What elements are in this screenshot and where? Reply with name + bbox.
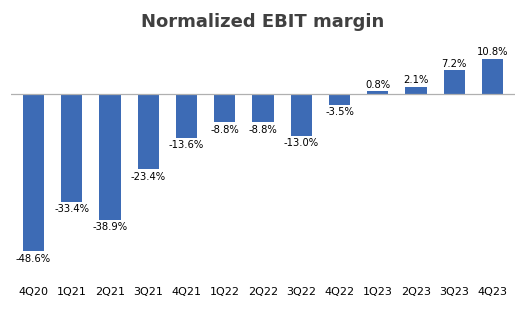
- Bar: [367, 91, 388, 93]
- Bar: [23, 93, 44, 251]
- Text: -33.4%: -33.4%: [54, 204, 89, 214]
- Bar: [214, 93, 235, 122]
- Text: -23.4%: -23.4%: [130, 172, 166, 182]
- Text: -38.9%: -38.9%: [93, 222, 127, 232]
- Bar: [329, 93, 350, 105]
- Text: -48.6%: -48.6%: [16, 254, 51, 264]
- Text: -3.5%: -3.5%: [325, 108, 354, 117]
- Bar: [99, 93, 120, 220]
- Text: -13.0%: -13.0%: [284, 138, 319, 148]
- Text: -8.8%: -8.8%: [210, 125, 239, 135]
- Text: -8.8%: -8.8%: [249, 125, 277, 135]
- Text: 10.8%: 10.8%: [477, 47, 508, 57]
- Bar: [61, 93, 82, 202]
- Bar: [176, 93, 197, 138]
- Text: 2.1%: 2.1%: [403, 76, 429, 85]
- Bar: [482, 59, 503, 93]
- Bar: [252, 93, 274, 122]
- Text: 7.2%: 7.2%: [442, 59, 467, 69]
- Bar: [444, 70, 465, 93]
- Title: Normalized EBIT margin: Normalized EBIT margin: [141, 13, 385, 31]
- Text: 0.8%: 0.8%: [365, 80, 390, 90]
- Bar: [138, 93, 159, 169]
- Text: -13.6%: -13.6%: [169, 140, 204, 150]
- Bar: [291, 93, 312, 136]
- Bar: [406, 87, 427, 93]
